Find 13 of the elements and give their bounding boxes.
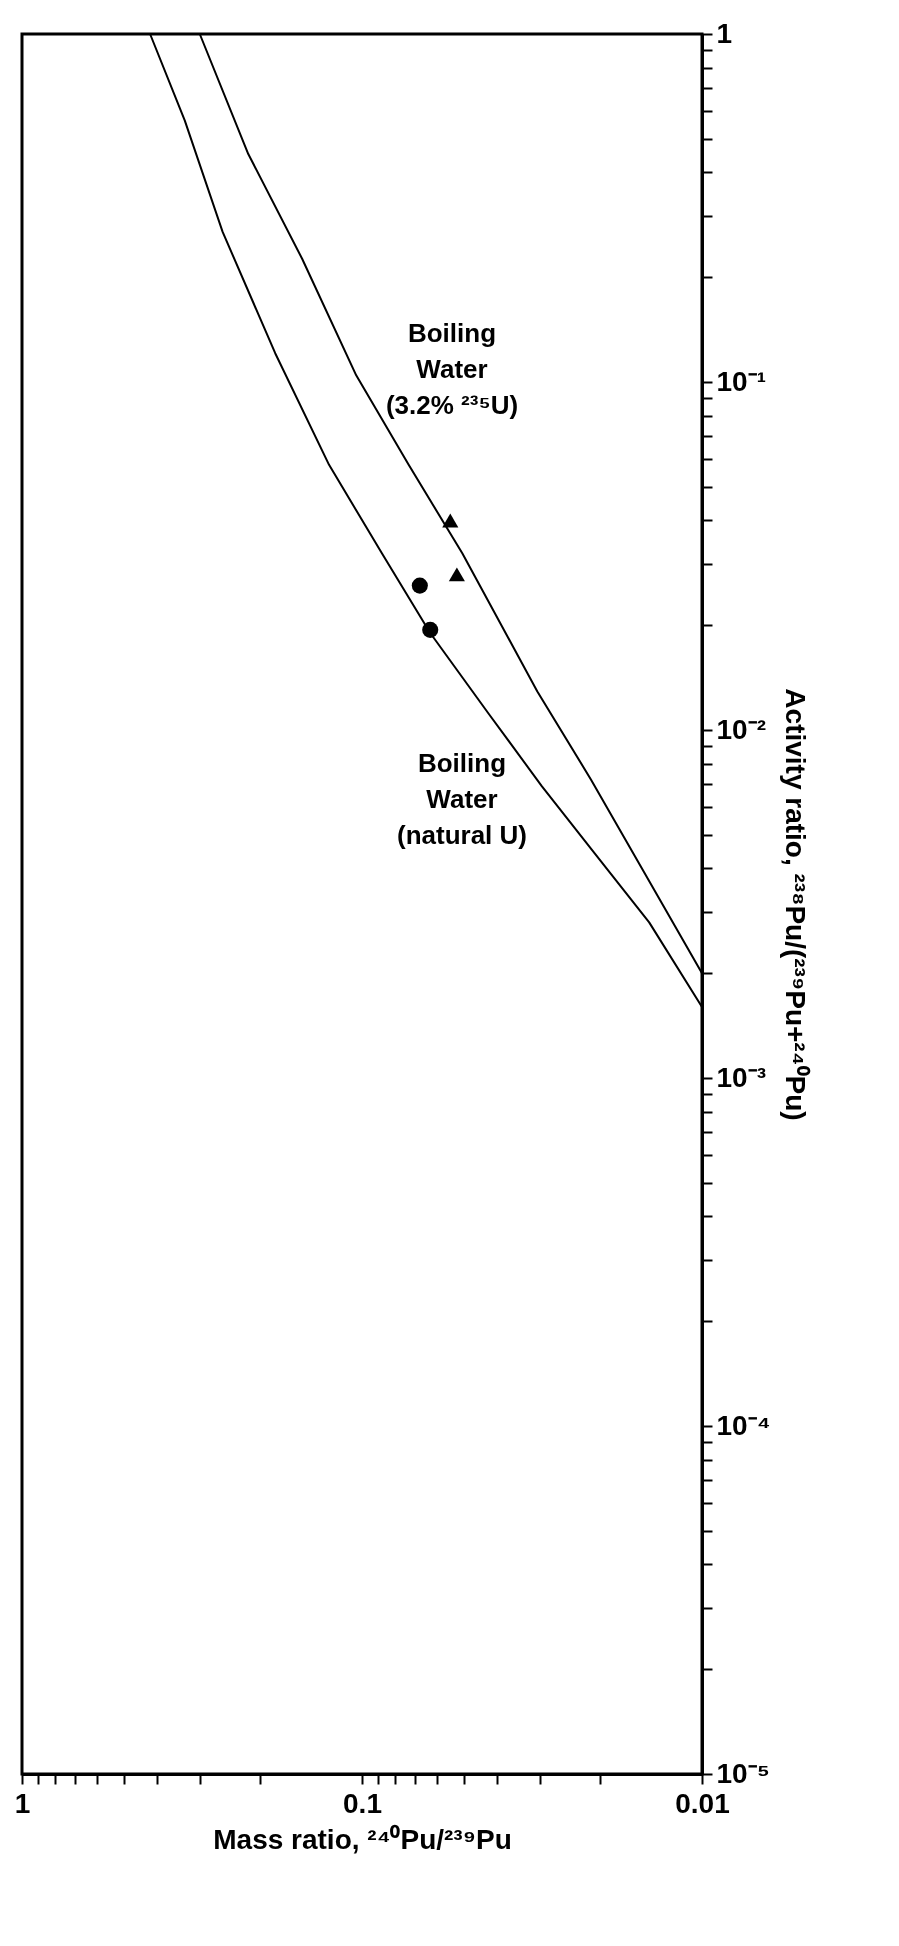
- annotation: Boiling Water (3.2% ²³⁵U): [385, 318, 519, 420]
- x-tick-label: 0.1: [343, 1787, 382, 1819]
- y-axis-title: Activity ratio, ²³⁸Pu/(²³⁹Pu+²⁴⁰Pu): [780, 688, 812, 1121]
- x-axis-title: Mass ratio, ²⁴⁰Pu/²³⁹Pu: [213, 1823, 512, 1855]
- annotation: Boiling Water (natural U): [397, 748, 527, 850]
- y-tick-label: 10⁻⁵: [716, 1757, 770, 1789]
- y-tick-label: 10⁻¹: [716, 365, 766, 397]
- y-tick-label: 1: [716, 17, 733, 49]
- y-tick-label: 10⁻³: [716, 1061, 766, 1093]
- y-tick-label: 10⁻²: [716, 713, 766, 745]
- y-tick-label: 10⁻⁴: [716, 1409, 771, 1441]
- x-tick-label: 0.01: [675, 1787, 730, 1819]
- x-tick-label: 1: [14, 1787, 31, 1819]
